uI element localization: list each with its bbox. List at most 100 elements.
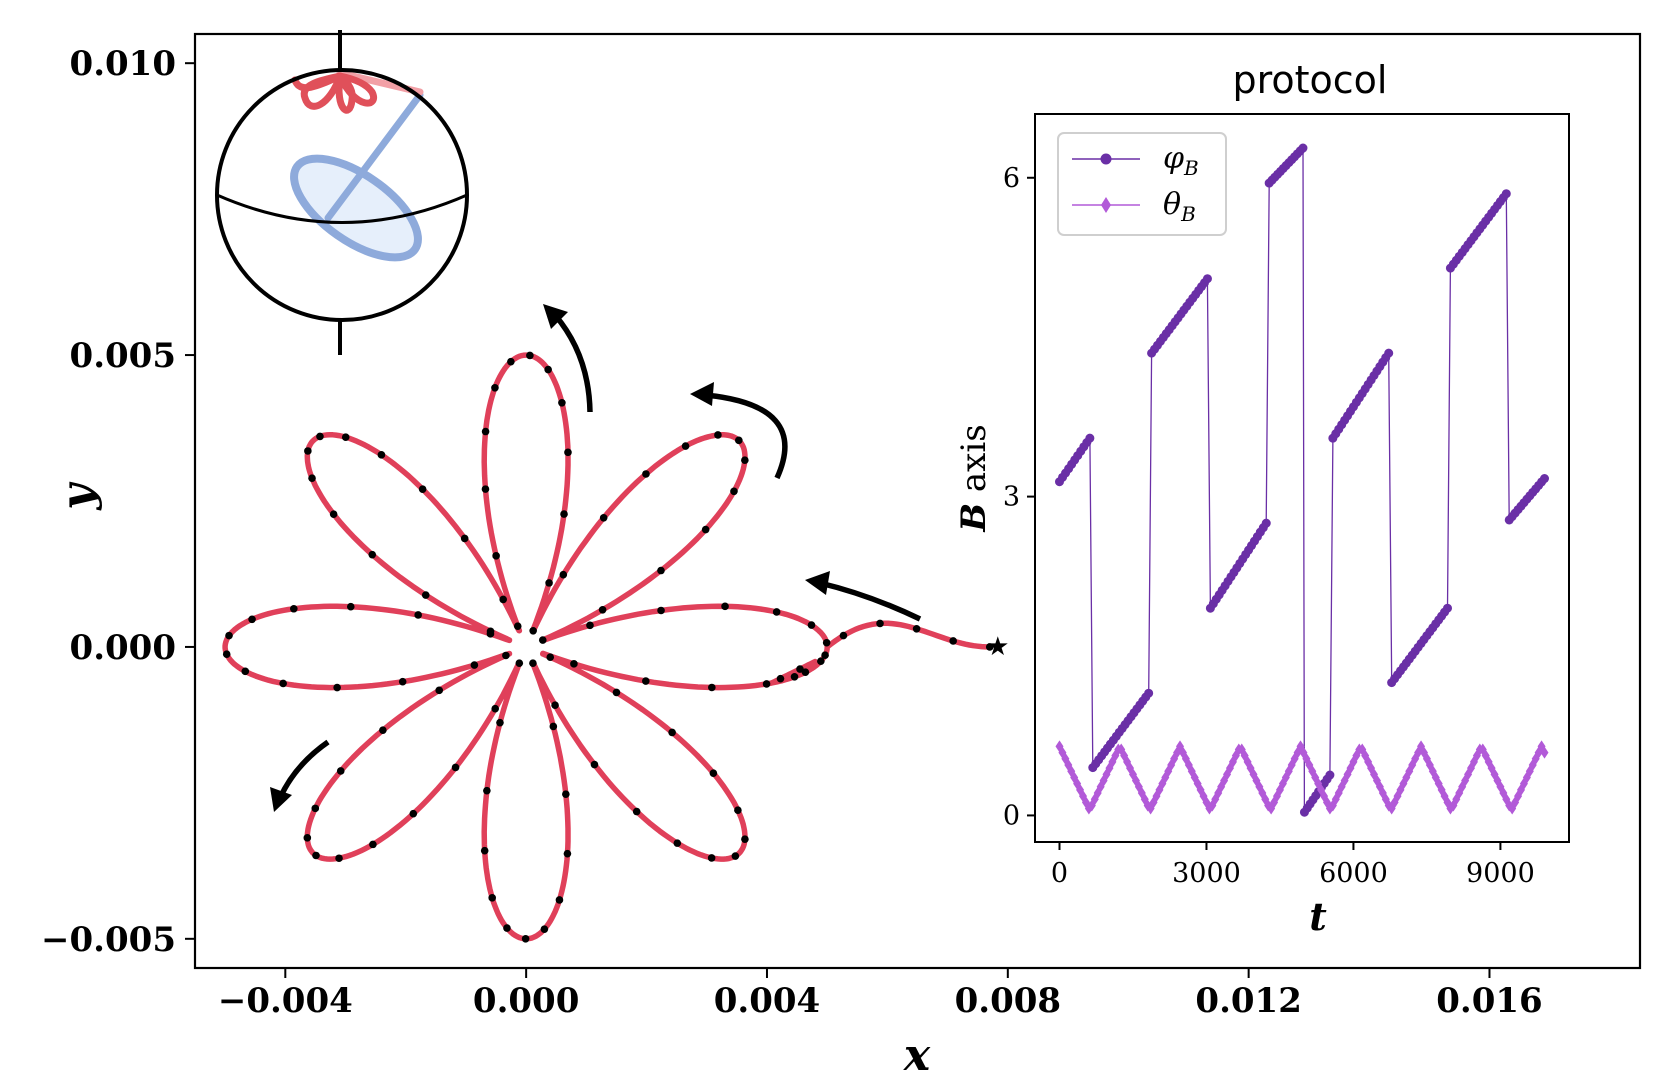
inset-y-tick: 0 <box>1003 800 1035 831</box>
trajectory-point <box>707 854 716 862</box>
trajectory-point <box>586 621 594 630</box>
trajectory-point <box>632 807 641 816</box>
trajectory-point <box>369 840 377 849</box>
trajectory-point <box>377 451 386 459</box>
main-x-tick-label: 0.016 <box>1436 981 1542 1021</box>
trajectory-point <box>558 398 566 407</box>
trajectory-point <box>563 849 572 858</box>
main-x-ticks: −0.004 0.000 0.004 0.008 0.012 0.016 <box>218 968 1543 1021</box>
legend-frame <box>1057 132 1227 236</box>
phi-B-point <box>1202 274 1212 284</box>
arrow-annotation <box>270 739 330 812</box>
trajectory-point <box>817 657 825 666</box>
trajectory-point <box>822 638 831 647</box>
trajectory-line <box>222 352 993 942</box>
main-y-tick: 0.000 <box>70 628 195 668</box>
trajectory-point <box>435 686 444 695</box>
trajectory-point <box>612 688 621 697</box>
trajectory-point <box>368 550 377 559</box>
inset-y-ticks: 0 3 6 <box>1003 163 1035 831</box>
arrow-annotation <box>805 571 922 622</box>
phi-B-point <box>1501 189 1511 199</box>
trajectory-point <box>521 935 530 943</box>
main-plot-frame <box>193 32 1642 970</box>
trajectory-point <box>681 442 690 450</box>
legend-theta-marker <box>1101 197 1111 213</box>
main-y-tick: 0.005 <box>70 336 195 376</box>
main-x-tick-label: 0.012 <box>1195 981 1301 1021</box>
trajectory-point <box>316 432 324 441</box>
phi-B-point <box>1261 518 1271 528</box>
inset-y-tick: 6 <box>1003 163 1035 194</box>
trajectory-point <box>673 839 682 847</box>
main-x-tick: −0.004 <box>218 968 353 1021</box>
trajectory-point <box>734 806 742 815</box>
trajectory-point <box>551 701 559 710</box>
main-axes: −0.004 0.000 0.004 0.008 0.012 0.016 −0.… <box>41 32 1642 1081</box>
trajectory-point <box>513 622 522 630</box>
trajectory-point <box>308 474 316 482</box>
main-y-ticks: −0.005 0.000 0.005 0.010 <box>41 44 195 960</box>
trajectory-point <box>398 677 407 686</box>
phi-B-point <box>1144 688 1154 698</box>
trajectory-point <box>421 591 430 599</box>
start-marker: ★ <box>986 632 1009 662</box>
inset-x-tick-label: 3000 <box>1172 858 1241 889</box>
trajectory-point <box>418 485 427 493</box>
trajectory-point <box>488 894 497 902</box>
trajectory-point <box>538 636 547 644</box>
trajectory-point <box>570 660 578 668</box>
trajectory-point <box>507 357 515 366</box>
theta-B-point <box>1540 746 1549 759</box>
arrow-annotation <box>543 304 593 413</box>
protocol-inset: protocol 0 3000 6000 9000 0 3 6 t B axis <box>954 58 1570 939</box>
trajectory-point <box>657 566 665 575</box>
inset-x-tick: 6000 <box>1319 842 1388 889</box>
main-y-tick: 0.010 <box>70 44 195 84</box>
trajectory-point <box>546 653 555 662</box>
main-y-tick-label: 0.000 <box>70 628 176 668</box>
trajectory-point <box>503 924 511 932</box>
inset-y-tick-label: 0 <box>1003 800 1020 831</box>
main-x-axis-label: x <box>903 1030 931 1081</box>
trajectory-point <box>545 579 553 587</box>
trajectory-point <box>790 672 799 681</box>
trajectory-point <box>470 661 479 669</box>
phi-B-point <box>1085 433 1095 443</box>
trajectory-point <box>714 431 722 439</box>
trajectory-point <box>304 447 312 455</box>
trajectory-point <box>776 674 785 683</box>
main-x-tick-label: 0.000 <box>473 981 579 1021</box>
trajectory-point <box>562 790 570 798</box>
trajectory-point <box>333 683 341 692</box>
legend-theta-label: θB <box>1163 187 1196 226</box>
main-y-axis-label: y <box>52 481 103 511</box>
trajectory-point <box>741 835 749 843</box>
trajectory-point <box>641 677 650 685</box>
inset-x-tick: 9000 <box>1466 842 1535 889</box>
legend-phi-marker <box>1100 153 1112 165</box>
inset-legend: φB θB <box>1057 132 1227 236</box>
trajectory-point <box>529 659 537 667</box>
bloch-sphere-inset <box>215 30 469 355</box>
trajectory-point <box>483 786 491 795</box>
main-x-tick: 0.008 <box>955 968 1061 1021</box>
inset-y-tick-label: 3 <box>1003 482 1020 513</box>
arrow-annotation <box>690 382 788 480</box>
trajectory-point <box>341 433 350 442</box>
main-x-tick: 0.000 <box>473 968 579 1021</box>
legend-entry-theta: θB <box>1072 187 1196 226</box>
trajectory-point <box>741 456 749 464</box>
trajectory-point <box>668 728 676 737</box>
trajectory-point <box>985 643 994 651</box>
legend-entry-phi: φB <box>1072 141 1199 180</box>
inset-x-tick-label: 9000 <box>1466 858 1535 889</box>
trajectory-point <box>225 631 233 640</box>
trajectory-point <box>807 621 816 629</box>
trajectory-point <box>559 570 568 579</box>
trajectory-point <box>949 637 957 645</box>
main-y-tick-label: 0.005 <box>70 336 176 376</box>
inset-x-tick-label: 6000 <box>1319 858 1388 889</box>
trajectory-point <box>311 804 320 813</box>
phi-B-point <box>1384 348 1394 358</box>
